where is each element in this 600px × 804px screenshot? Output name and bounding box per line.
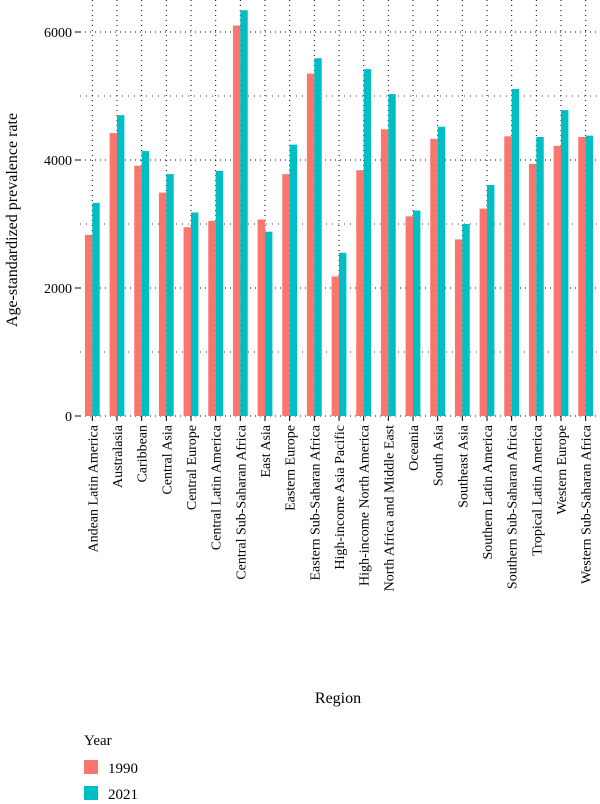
- bar-2021-central-sub-saharan-africa: [240, 10, 248, 417]
- x-tick-label: Western Europe: [555, 425, 570, 514]
- bar-1990-australasia: [109, 133, 117, 416]
- y-tick-label: 2000: [44, 282, 72, 297]
- legend-title: Year: [84, 733, 112, 749]
- x-tick-label: Caribbean: [136, 425, 151, 483]
- legend-swatch-1990: [84, 760, 98, 774]
- y-tick-label: 6000: [44, 26, 72, 41]
- x-tick-label: South Asia: [432, 424, 447, 486]
- x-tick-label: Eastern Sub-Saharan Africa: [308, 424, 323, 580]
- x-tick-label: High-income Asia Pacific: [333, 425, 348, 570]
- x-tick-label: Australasia: [111, 424, 126, 488]
- x-tick-label: Central Europe: [185, 425, 200, 510]
- x-tick-label: Tropical Latin America: [530, 424, 545, 556]
- x-tick-label: Andean Latin America: [86, 424, 101, 552]
- bar-2021-southern-sub-saharan-africa: [511, 88, 520, 417]
- bar-2021-southeast-asia: [462, 224, 470, 416]
- x-axis: Andean Latin America Australasia Caribbean…: [86, 416, 595, 592]
- y-axis: 0 2000 4000 6000: [44, 26, 80, 425]
- bar-2021-east-asia: [265, 231, 273, 416]
- bar-2021-western-europe: [561, 110, 569, 416]
- x-tick-label: Central Latin America: [210, 424, 225, 550]
- bar-1990-eastern-sub-saharan-africa: [306, 73, 315, 416]
- x-tick-label: East Asia: [259, 424, 274, 477]
- bar-1990-southern-latin-america: [479, 208, 487, 416]
- x-axis-title: Region: [315, 690, 361, 707]
- x-tick-label: Oceania: [407, 424, 422, 471]
- bar-1990-central-sub-saharan-africa: [232, 25, 241, 416]
- x-tick-label: Southern Latin America: [481, 424, 496, 559]
- bar-1990-high-income-north-america: [356, 170, 364, 416]
- bar-2021-oceania: [413, 210, 421, 416]
- bar-2021-caribbean: [141, 151, 150, 417]
- bar-2021-high-income-asia-pacific: [339, 252, 347, 416]
- x-tick-label: Western Sub-Saharan Africa: [580, 424, 595, 584]
- y-axis-title: Age-standardized prevalence rate: [4, 113, 21, 327]
- bar-2021-western-sub-saharan-africa: [585, 135, 594, 416]
- legend-label-2021: 2021: [108, 787, 138, 803]
- bar-2021-north-africa-and-middle-east: [388, 94, 396, 416]
- bar-1990-central-latin-america: [208, 220, 216, 416]
- x-tick-label: Central Sub-Saharan Africa: [234, 424, 249, 580]
- x-tick-label: Southeast Asia: [456, 424, 471, 508]
- bar-2021-central-asia: [166, 174, 174, 416]
- x-tick-label: North Africa and Middle East: [382, 425, 397, 592]
- bar-2021-central-europe: [191, 212, 199, 416]
- bar-1990-caribbean: [134, 165, 142, 416]
- bar-2021-andean-latin-america: [92, 202, 100, 416]
- bar-1990-east-asia: [257, 219, 265, 416]
- bar-1990-tropical-latin-america: [528, 163, 537, 416]
- bar-2021-central-latin-america: [215, 170, 224, 416]
- bar-1990-oceania: [405, 216, 413, 416]
- bar-1990-central-asia: [158, 192, 167, 416]
- bar-1990-high-income-asia-pacific: [331, 276, 339, 416]
- bar-1990-southeast-asia: [454, 239, 463, 416]
- bar-2021-tropical-latin-america: [536, 136, 544, 416]
- bars: [84, 10, 594, 417]
- bar-2021-south-asia: [437, 126, 446, 416]
- bar-1990-north-africa-and-middle-east: [380, 129, 389, 416]
- bar-1990-central-europe: [183, 227, 191, 416]
- x-tick-label: Southern Sub-Saharan Africa: [506, 424, 521, 589]
- bar-2021-eastern-sub-saharan-africa: [314, 58, 322, 417]
- bar-1990-western-europe: [553, 145, 561, 417]
- x-tick-label: Eastern Europe: [284, 425, 299, 511]
- legend-label-1990: 1990: [108, 761, 138, 777]
- x-tick-label: Central Asia: [160, 424, 175, 494]
- bar-1990-andean-latin-america: [84, 234, 93, 416]
- bar-2021-australasia: [117, 115, 125, 416]
- legend: Year 1990 2021: [84, 733, 138, 803]
- x-tick-label: High-income North America: [358, 424, 373, 586]
- bar-1990-south-asia: [430, 138, 438, 416]
- bar-1990-southern-sub-saharan-africa: [504, 136, 512, 416]
- bar-2021-southern-latin-america: [487, 184, 495, 416]
- bar-1990-eastern-europe: [282, 174, 290, 416]
- bar-1990-western-sub-saharan-africa: [578, 136, 586, 416]
- bar-2021-high-income-north-america: [363, 69, 372, 417]
- y-tick-label: 4000: [44, 154, 72, 169]
- y-tick-label: 0: [65, 410, 72, 425]
- legend-swatch-2021: [84, 786, 98, 800]
- bar-2021-eastern-europe: [289, 144, 298, 416]
